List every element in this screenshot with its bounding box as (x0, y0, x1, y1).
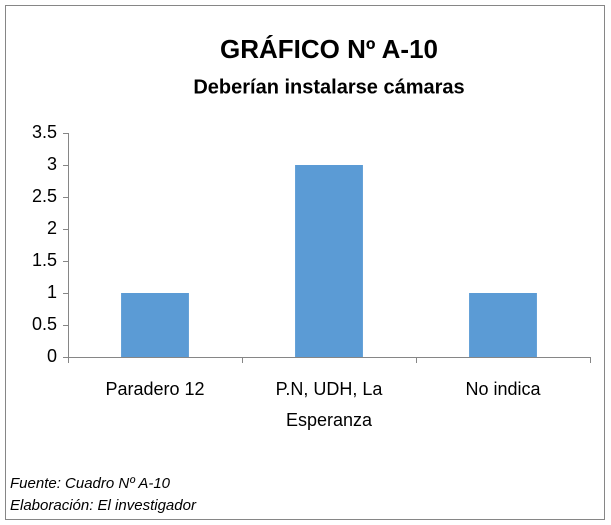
credit-note: Elaboración: El investigador (10, 497, 197, 514)
x-tick-label: P.N, UDH, La Esperanza (276, 379, 384, 430)
source-note: Fuente: Cuadro Nº A-10 (10, 475, 171, 492)
y-tick-label: 2 (47, 218, 57, 238)
x-tick-label: No indica (465, 379, 541, 399)
chart-title: GRÁFICO Nº A-10 (220, 34, 438, 64)
y-tick-label: 2.5 (32, 186, 57, 206)
y-tick-label: 1.5 (32, 250, 57, 270)
y-tick-label: 1 (47, 282, 57, 302)
y-tick-label: 0.5 (32, 314, 57, 334)
x-tick-label: Paradero 12 (105, 379, 204, 399)
bar (121, 293, 189, 357)
bar (469, 293, 537, 357)
y-tick-label: 0 (47, 346, 57, 366)
chart-subtitle: Deberían instalarse cámaras (193, 76, 464, 98)
bar (295, 165, 363, 357)
y-tick-label: 3 (47, 154, 57, 174)
y-tick-label: 3.5 (32, 122, 57, 142)
